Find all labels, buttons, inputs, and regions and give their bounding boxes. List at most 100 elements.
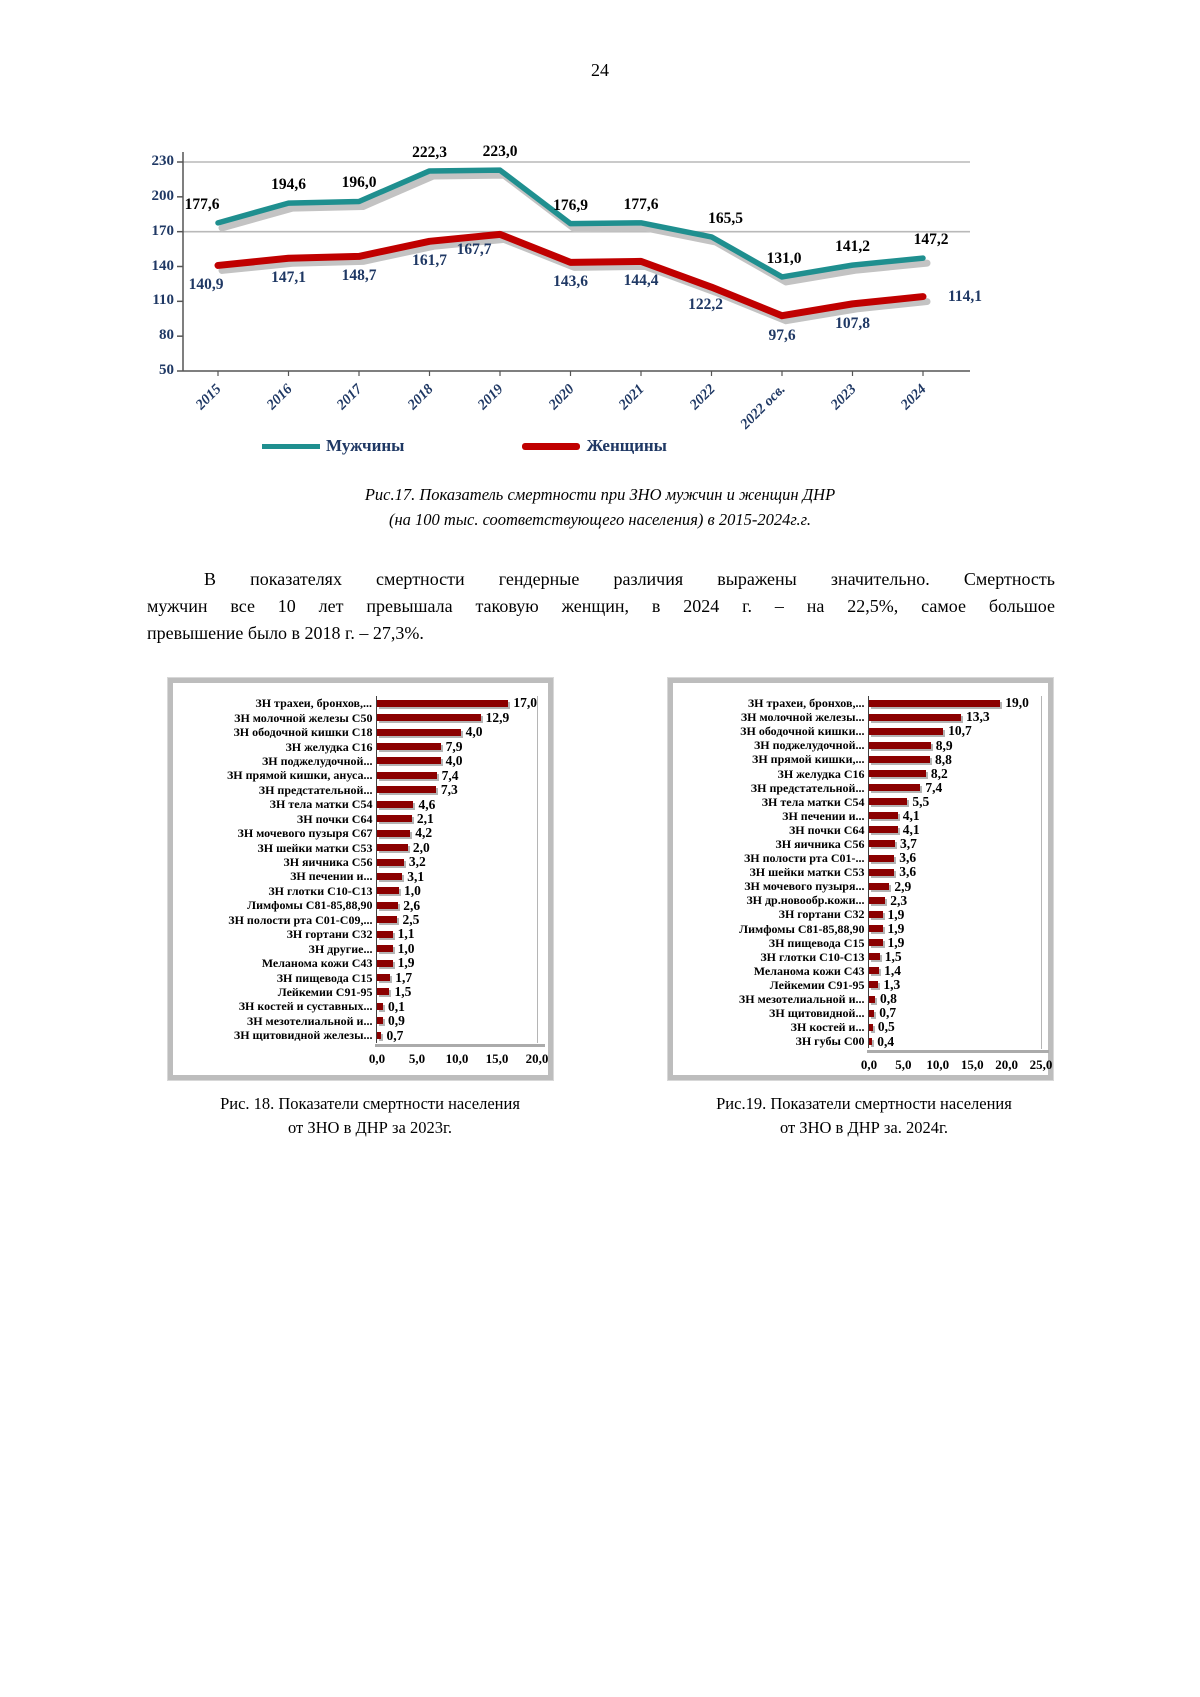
bar (869, 770, 926, 778)
x-axis-tick-label: 15,0 (960, 1056, 984, 1072)
fig18-caption: Рис. 18. Показатели смертности населения… (160, 1092, 580, 1140)
bar-value-label: 1,1 (397, 926, 415, 942)
fig17-caption-line1: Рис.17. Показатель смертности при ЗНО му… (364, 485, 836, 504)
bar-row: ЗН прямой кишки, ануса... 7,4 (181, 768, 537, 783)
bar-value-label: 4,1 (902, 822, 920, 838)
bar-row: Меланома кожи С43 1,4 (681, 963, 1041, 978)
bar-value-label: 8,2 (930, 765, 948, 781)
bar-track: 2,0 (376, 839, 537, 855)
bar-track: 10,7 (868, 724, 1041, 739)
bar-row-label: ЗН глотки С10-С13 (760, 949, 865, 964)
bar (869, 995, 875, 1003)
bar-track: 2,3 (868, 892, 1041, 908)
bar-row: ЗН другие... 1,0 (181, 941, 537, 956)
fig18-bar-rows: ЗН трахеи, бронхов,... 17,0 ЗН молочной же… (181, 696, 537, 1043)
page-number: 24 (591, 60, 609, 80)
bar (377, 872, 403, 880)
data-point-label: 223,0 (482, 143, 518, 161)
bar-value-label: 0,4 (877, 1033, 895, 1049)
bar (377, 771, 437, 779)
bar (377, 728, 461, 736)
bar-row: ЗН глотки С10-С13 1,5 (681, 949, 1041, 964)
data-point-label: 97,6 (768, 326, 796, 344)
bar-value-label: 4,6 (418, 796, 436, 812)
bar-row: ЗН печении и... 4,1 (681, 808, 1041, 823)
bar (869, 1037, 873, 1045)
bar-row-label: ЗН предстательной... (258, 782, 373, 797)
bar-row: Лимфомы С81-85,88,90 1,9 (681, 921, 1041, 936)
bar (869, 910, 883, 918)
bar (377, 829, 411, 837)
bar-track: 2,9 (868, 879, 1041, 894)
bar-track: 4,6 (376, 796, 537, 812)
bar-row: ЗН яичника С56 3,2 (181, 854, 537, 870)
bar-row-label: ЗН трахеи, бронхов,... (747, 696, 865, 711)
bar-track: 4,0 (376, 753, 537, 769)
bar-value-label: 2,0 (412, 839, 430, 855)
data-point-label: 167,7 (456, 241, 492, 259)
bar-value-label: 2,3 (890, 892, 908, 908)
bar (869, 953, 880, 961)
data-point-label: 222,3 (412, 143, 447, 161)
bar-row-label: ЗН гортани С32 (286, 927, 373, 942)
bar-row-label: ЗН др.новообр.кожи... (746, 893, 865, 908)
bar-track: 1,9 (376, 955, 537, 971)
x-axis-tick-label: 0,0 (860, 1056, 878, 1072)
bar (377, 988, 390, 996)
bar-value-label: 2,1 (416, 810, 434, 826)
data-point-label: 161,7 (412, 252, 447, 270)
body-paragraph: В показателях смертности гендерные разли… (147, 566, 1055, 647)
bar (377, 743, 441, 751)
bar-row-label: ЗН глотки С10-С13 (268, 883, 373, 898)
bar-value-label: 7,3 (440, 782, 458, 798)
bar-row: ЗН губы С00 0,4 (681, 1033, 1041, 1049)
bar-row-label: ЗН пищевода С15 (276, 970, 373, 985)
bar-row-label: ЗН щитовидной железы... (233, 1028, 373, 1043)
bar-row-label: ЗН печении и... (782, 808, 865, 823)
bar (869, 939, 883, 947)
bar-track: 1,0 (376, 941, 537, 956)
bar-track: 0,7 (868, 1006, 1041, 1021)
men-line-swatch (262, 443, 320, 449)
bar (869, 854, 895, 862)
bar-value-label: 17,0 (513, 695, 537, 711)
y-axis-tick-label: 80 (159, 327, 174, 344)
bar-track: 2,1 (376, 810, 537, 826)
bar-row-label: Лимфомы С81-85,88,90 (247, 898, 373, 913)
x-axis-tick-label: 15,0 (485, 1050, 509, 1066)
bar-track: 7,3 (376, 782, 537, 798)
bar (869, 812, 898, 820)
bar-value-label: 3,6 (899, 850, 917, 866)
bar-track: 7,4 (868, 780, 1041, 795)
bar-row-label: ЗН губы С00 (795, 1034, 865, 1049)
data-point-label: 114,1 (947, 287, 983, 305)
bar-row: ЗН почки С64 4,1 (681, 822, 1041, 838)
bar (377, 1002, 384, 1010)
bar-row-label: ЗН желудка С16 (285, 739, 373, 754)
bar-value-label: 3,7 (899, 836, 917, 852)
bar-track: 0,9 (376, 1013, 537, 1029)
bar-row-label: ЗН мезотелиальной и... (738, 992, 865, 1007)
bar-track: 19,0 (868, 696, 1041, 711)
bar-value-label: 8,9 (935, 737, 953, 753)
bar-track: 0,1 (376, 999, 537, 1014)
bar-track: 0,5 (868, 1020, 1041, 1035)
bar (377, 901, 399, 909)
x-axis-tick-label: 20,0 (525, 1050, 549, 1066)
bar-value-label: 1,9 (887, 906, 905, 922)
bar-row: ЗН молочной железы... 13,3 (681, 710, 1041, 725)
bar-track: 0,8 (868, 991, 1041, 1007)
bar (869, 967, 880, 975)
bar (377, 786, 436, 794)
bar (869, 882, 890, 890)
bar-row: ЗН тела матки С54 4,6 (181, 796, 537, 812)
line-chart-canvas (177, 152, 970, 376)
bar (377, 714, 481, 722)
bar-value-label: 0,8 (879, 991, 897, 1007)
fig19-caption-line1: Рис.19. Показатели смертности населения (716, 1094, 1012, 1113)
bar-row-label: ЗН мочевого пузыря С67 (237, 826, 373, 841)
x-axis-tick-label: 5,0 (408, 1050, 426, 1066)
bar-row: ЗН яичника С56 3,7 (681, 836, 1041, 852)
bar (869, 1009, 875, 1017)
bar-row: Лимфомы С81-85,88,90 2,6 (181, 898, 537, 913)
